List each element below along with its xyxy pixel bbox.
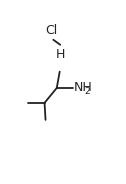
Text: NH: NH bbox=[74, 82, 93, 94]
Text: Cl: Cl bbox=[45, 24, 57, 37]
Text: 2: 2 bbox=[84, 87, 90, 95]
Text: H: H bbox=[56, 48, 65, 61]
